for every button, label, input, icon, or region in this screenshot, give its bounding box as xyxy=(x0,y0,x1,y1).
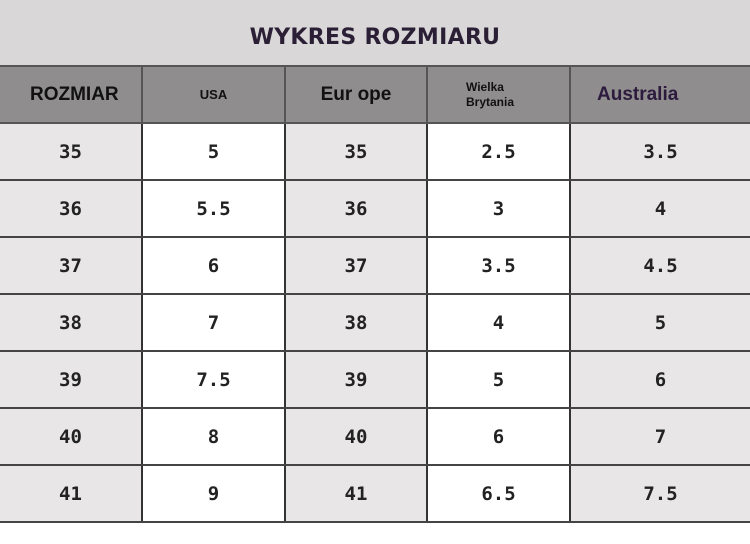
table-row: 36 5.5 36 3 4 xyxy=(0,180,750,238)
cell-uk: 6.5 xyxy=(426,465,571,523)
title-bar: WYKRES ROZMIARU xyxy=(0,0,750,67)
cell-australia: 7.5 xyxy=(569,465,750,523)
cell-europe: 40 xyxy=(284,408,428,466)
cell-uk: 2.5 xyxy=(426,123,571,181)
table-row: 35 5 35 2.5 3.5 xyxy=(0,123,750,181)
cell-size: 38 xyxy=(0,294,143,352)
cell-size: 37 xyxy=(0,237,143,295)
cell-australia: 6 xyxy=(569,351,750,409)
header-uk-line2: Brytania xyxy=(466,94,515,109)
size-chart: WYKRES ROZMIARU ROZMIAR USA Eur ope Wiel… xyxy=(0,0,750,523)
table-row: 37 6 37 3.5 4.5 xyxy=(0,237,750,295)
header-size: ROZMIAR xyxy=(0,67,143,124)
cell-size: 41 xyxy=(0,465,143,523)
header-row: ROZMIAR USA Eur ope Wielka Brytania Aust… xyxy=(0,67,750,124)
cell-australia: 4.5 xyxy=(569,237,750,295)
cell-uk: 6 xyxy=(426,408,571,466)
cell-europe: 37 xyxy=(284,237,428,295)
cell-australia: 3.5 xyxy=(569,123,750,181)
cell-uk: 3 xyxy=(426,180,571,238)
cell-uk: 4 xyxy=(426,294,571,352)
table-row: 40 8 40 6 7 xyxy=(0,408,750,466)
cell-usa: 9 xyxy=(141,465,286,523)
header-australia: Australia xyxy=(569,67,750,124)
cell-size: 36 xyxy=(0,180,143,238)
cell-europe: 35 xyxy=(284,123,428,181)
cell-australia: 7 xyxy=(569,408,750,466)
cell-europe: 41 xyxy=(284,465,428,523)
cell-europe: 36 xyxy=(284,180,428,238)
cell-europe: 39 xyxy=(284,351,428,409)
cell-usa: 8 xyxy=(141,408,286,466)
chart-title: WYKRES ROZMIARU xyxy=(249,25,501,50)
header-europe: Eur ope xyxy=(284,67,428,124)
header-usa: USA xyxy=(141,67,286,124)
table-row: 39 7.5 39 5 6 xyxy=(0,351,750,409)
cell-australia: 5 xyxy=(569,294,750,352)
table-row: 41 9 41 6.5 7.5 xyxy=(0,465,750,523)
header-uk: Wielka Brytania xyxy=(426,67,571,124)
header-uk-line1: Wielka xyxy=(466,79,504,94)
cell-size: 40 xyxy=(0,408,143,466)
cell-usa: 5 xyxy=(141,123,286,181)
cell-size: 35 xyxy=(0,123,143,181)
cell-usa: 6 xyxy=(141,237,286,295)
cell-europe: 38 xyxy=(284,294,428,352)
cell-size: 39 xyxy=(0,351,143,409)
cell-usa: 7.5 xyxy=(141,351,286,409)
cell-uk: 3.5 xyxy=(426,237,571,295)
cell-uk: 5 xyxy=(426,351,571,409)
size-table: ROZMIAR USA Eur ope Wielka Brytania Aust… xyxy=(0,67,750,523)
cell-usa: 5.5 xyxy=(141,180,286,238)
cell-usa: 7 xyxy=(141,294,286,352)
table-row: 38 7 38 4 5 xyxy=(0,294,750,352)
cell-australia: 4 xyxy=(569,180,750,238)
